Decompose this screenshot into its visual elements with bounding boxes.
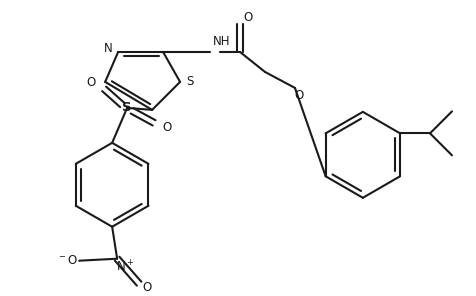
Text: O: O xyxy=(243,12,252,25)
Text: S: S xyxy=(122,101,132,114)
Text: O: O xyxy=(162,121,171,134)
Text: O: O xyxy=(86,76,96,89)
Text: O: O xyxy=(294,89,303,102)
Text: N$^+$: N$^+$ xyxy=(116,259,134,274)
Text: $^-$O: $^-$O xyxy=(57,254,78,267)
Text: S: S xyxy=(186,75,193,89)
Text: O: O xyxy=(142,281,151,294)
Text: NH: NH xyxy=(213,36,230,49)
Text: N: N xyxy=(104,42,112,55)
